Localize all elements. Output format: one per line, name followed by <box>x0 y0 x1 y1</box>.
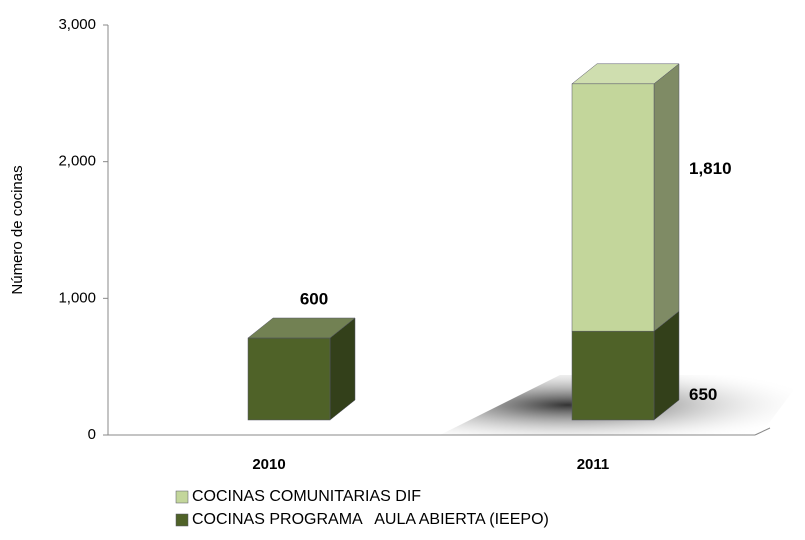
bar-top <box>247 317 356 339</box>
y-tick-label: 3,000 <box>58 16 96 33</box>
y-tick-label: 2,000 <box>58 153 96 170</box>
y-tick-label: 0 <box>88 426 96 443</box>
bar-side <box>653 63 680 332</box>
bar <box>247 337 331 421</box>
y-axis-label: Número de cocinas <box>9 165 26 294</box>
legend-label: COCINAS PROGRAMA AULA ABIERTA (IEEPO) <box>192 511 549 528</box>
legend-swatch <box>175 490 189 504</box>
bar <box>571 83 655 332</box>
y-tick-label: 1,000 <box>58 289 96 306</box>
x-tick-label: 2011 <box>577 456 610 473</box>
value-label: 1,810 <box>689 159 732 178</box>
bar-top <box>571 63 680 85</box>
value-label: 650 <box>689 385 717 404</box>
value-label: 600 <box>300 289 328 308</box>
legend-swatch <box>175 513 189 527</box>
x-tick-label: 2010 <box>252 456 285 473</box>
legend-label: COCINAS COMUNITARIAS DIF <box>192 488 421 505</box>
x-axis-end <box>754 427 771 436</box>
bar <box>571 330 655 421</box>
